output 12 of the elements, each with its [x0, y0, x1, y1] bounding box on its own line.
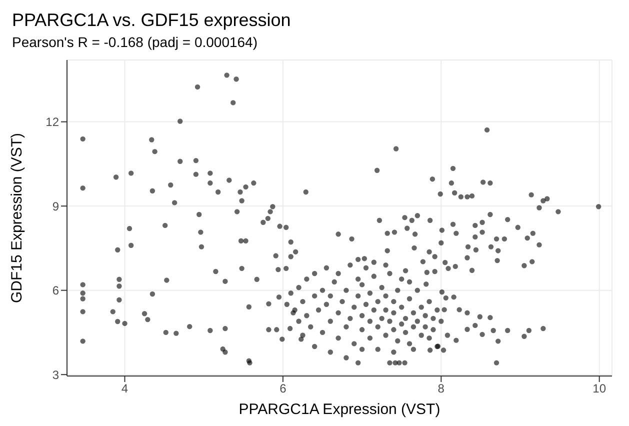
x-tick-label: 6 [280, 382, 287, 396]
x-tick-label: 10 [592, 382, 606, 396]
y-tick-label: 3 [52, 368, 60, 382]
y-axis-title: GDF15 Expression (VST) [8, 132, 26, 304]
x-axis-title: PPARGC1A Expression (VST) [238, 401, 440, 418]
x-tick-label: 4 [121, 382, 128, 396]
y-tick-label: 12 [46, 115, 60, 130]
chart-title: PPARGC1A vs. GDF15 expression [12, 9, 292, 32]
y-tick-label: 6 [52, 284, 60, 298]
chart-subtitle: Pearson's R = -0.168 (padj = 0.000164) [12, 33, 258, 52]
x-tick-label: 8 [438, 382, 445, 396]
y-tick-label: 9 [52, 199, 60, 214]
